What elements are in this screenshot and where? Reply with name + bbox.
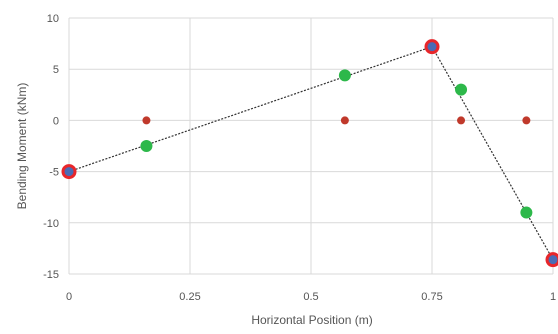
critical-point <box>61 164 77 180</box>
zero-marker-point <box>142 116 151 125</box>
y-tick-label: -10 <box>43 218 59 230</box>
intermediate-point <box>520 206 533 219</box>
y-tick-label: -15 <box>43 269 59 281</box>
x-axis-title: Horizontal Position (m) <box>251 313 372 327</box>
intermediate-point <box>338 69 351 82</box>
y-axis-title: Bending Moment (kNm) <box>15 83 29 210</box>
y-tick-label: 10 <box>47 13 59 25</box>
intermediate-point <box>140 140 153 152</box>
zero-marker-point <box>340 116 349 125</box>
series-layer <box>61 39 558 268</box>
y-tick-label: -5 <box>49 167 59 179</box>
x-tick-label: 1 <box>550 291 556 303</box>
bending-moment-line <box>68 45 554 260</box>
critical-point <box>424 39 440 55</box>
x-tick-label: 0.75 <box>421 291 442 303</box>
intermediate-point <box>455 83 468 96</box>
critical-point <box>545 252 558 268</box>
x-tick-label: 0.5 <box>303 291 318 303</box>
zero-marker-point <box>522 116 531 125</box>
y-tick-label: 5 <box>53 64 59 76</box>
zero-marker-point <box>457 116 466 125</box>
x-tick-label: 0.25 <box>179 291 200 303</box>
y-tick-label: 0 <box>53 115 59 127</box>
tick-label-layer: -15 -10 -5 0 5 10 0 0.25 0.5 0.75 1 <box>43 13 556 303</box>
x-tick-label: 0 <box>66 291 72 303</box>
